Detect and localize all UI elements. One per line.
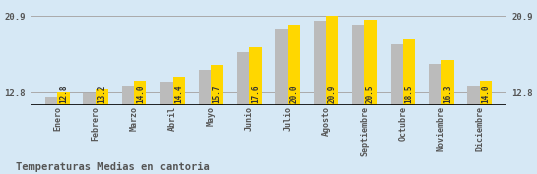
Text: 14.4: 14.4	[174, 85, 183, 103]
Bar	[249, 47, 262, 174]
Bar	[275, 29, 288, 174]
Bar	[288, 25, 300, 174]
Text: 20.9: 20.9	[328, 85, 337, 103]
Bar	[160, 82, 172, 174]
Bar	[314, 21, 326, 174]
Bar	[403, 39, 415, 174]
Bar	[441, 60, 454, 174]
Text: 14.0: 14.0	[136, 85, 145, 103]
Text: 17.6: 17.6	[251, 85, 260, 103]
Bar	[45, 97, 57, 174]
Bar	[96, 89, 108, 174]
Bar	[365, 20, 377, 174]
Bar	[480, 81, 492, 174]
Bar	[172, 77, 185, 174]
Bar	[429, 64, 441, 174]
Text: 20.0: 20.0	[289, 85, 299, 103]
Text: 13.2: 13.2	[97, 85, 106, 103]
Text: 14.0: 14.0	[481, 85, 490, 103]
Text: 15.7: 15.7	[213, 85, 222, 103]
Bar	[467, 86, 480, 174]
Bar	[390, 44, 403, 174]
Text: 18.5: 18.5	[404, 85, 413, 103]
Text: 12.8: 12.8	[59, 85, 68, 103]
Bar	[57, 92, 70, 174]
Text: 20.5: 20.5	[366, 85, 375, 103]
Bar	[83, 93, 96, 174]
Bar	[134, 81, 147, 174]
Bar	[352, 25, 365, 174]
Text: 16.3: 16.3	[443, 85, 452, 103]
Bar	[122, 86, 134, 174]
Bar	[326, 16, 338, 174]
Bar	[211, 65, 223, 174]
Text: Temperaturas Medias en cantoria: Temperaturas Medias en cantoria	[16, 162, 210, 172]
Bar	[237, 52, 249, 174]
Bar	[199, 70, 211, 174]
